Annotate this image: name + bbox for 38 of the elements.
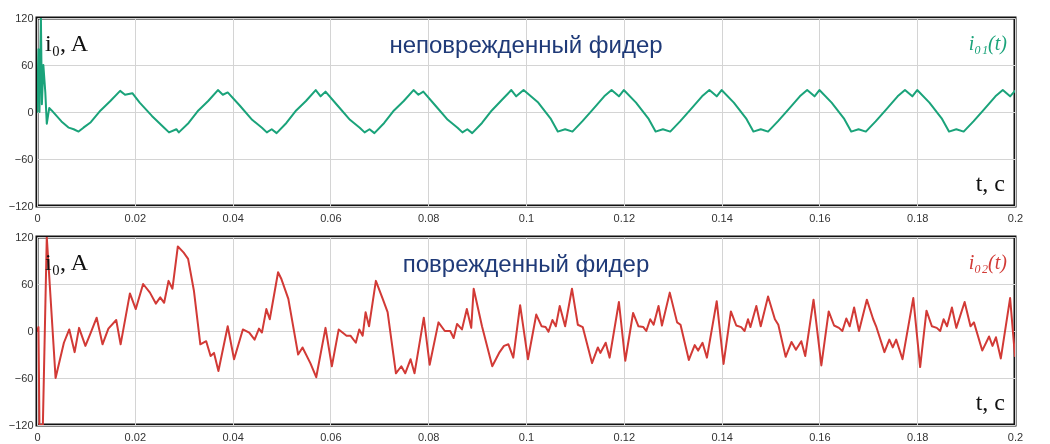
x-tick-label: 0.02 <box>124 211 147 224</box>
x-tick-label: 0.12 <box>613 211 636 224</box>
x-tick-label: 0.2 <box>1007 211 1024 224</box>
x-tick-label: 0.16 <box>809 211 831 224</box>
x-tick-label: 0.06 <box>320 211 342 224</box>
x-tick-label: 0.06 <box>320 430 342 443</box>
x-tick-label: 0.14 <box>711 430 733 443</box>
y-tick-label: 0 <box>27 105 34 118</box>
x-tick-label: 0.18 <box>906 211 929 224</box>
x-tick-label: 0.2 <box>1007 430 1024 443</box>
x-tick-label: 0.04 <box>222 211 244 224</box>
text: поврежденный фидер <box>402 250 650 277</box>
x-tick-label: 0.14 <box>711 211 733 224</box>
series-label: i₀₂(t) <box>968 251 1008 274</box>
y-tick-label: −120 <box>8 199 34 212</box>
x-tick-label: 0.1 <box>518 430 535 443</box>
y-tick-label: 60 <box>21 58 34 71</box>
line-series <box>37 237 1015 425</box>
y-axis-title: i₀, A <box>45 30 89 56</box>
x-tick-label: 0.16 <box>809 430 831 443</box>
x-tick-label: 0.1 <box>518 211 535 224</box>
x-axis-title: t, c <box>975 389 1005 415</box>
x-tick-label: 0.08 <box>417 211 440 224</box>
y-tick-label: −60 <box>14 371 34 384</box>
x-axis-title: t, c <box>975 170 1005 196</box>
y-tick-label: −60 <box>14 152 34 165</box>
series-label: i₀₁(t) <box>968 32 1008 55</box>
y-tick-label: 120 <box>15 230 34 243</box>
x-tick-label: 0.08 <box>417 430 440 443</box>
y-tick-label: 60 <box>21 277 34 290</box>
x-tick-label: 0.04 <box>222 430 244 443</box>
text: неповрежденный фидер <box>389 31 663 58</box>
y-tick-label: 0 <box>27 324 34 337</box>
x-tick-label: 0.02 <box>124 430 147 443</box>
x-tick-label: 0.18 <box>906 430 929 443</box>
y-tick-label: 120 <box>15 11 34 24</box>
x-tick-label: 0.12 <box>613 430 636 443</box>
y-tick-label: −120 <box>8 418 34 431</box>
